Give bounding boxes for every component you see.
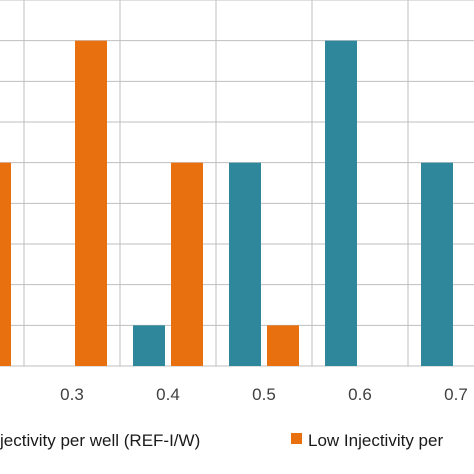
- bars: [0, 40, 453, 367]
- legend: jectivity per well (REF-I/W) Low Injecti…: [0, 431, 443, 450]
- x-tick-labels: 0.3 0.4 0.5 0.6 0.7: [60, 385, 468, 404]
- x-tick-label: 0.6: [348, 385, 372, 404]
- bar-0.7-series-a: [421, 162, 453, 366]
- legend-label-series-b: Low Injectivity per: [308, 431, 443, 450]
- bar-0.4-series-a: [133, 325, 165, 366]
- legend-swatch-series-b: [291, 433, 302, 444]
- x-tick-label: 0.7: [444, 385, 468, 404]
- bar-0.3-series-b: [75, 40, 107, 367]
- x-tick-label: 0.5: [252, 385, 276, 404]
- bar-0.6-series-a: [325, 40, 357, 367]
- legend-label-series-a: jectivity per well (REF-I/W): [0, 431, 200, 450]
- bar-0.5-series-b: [267, 325, 299, 366]
- x-tick-label: 0.3: [60, 385, 84, 404]
- bar-partial-left-series-b: [0, 162, 11, 366]
- bar-0.4-series-b: [171, 162, 203, 366]
- bar-0.5-series-a: [229, 162, 261, 366]
- x-tick-label: 0.4: [156, 385, 180, 404]
